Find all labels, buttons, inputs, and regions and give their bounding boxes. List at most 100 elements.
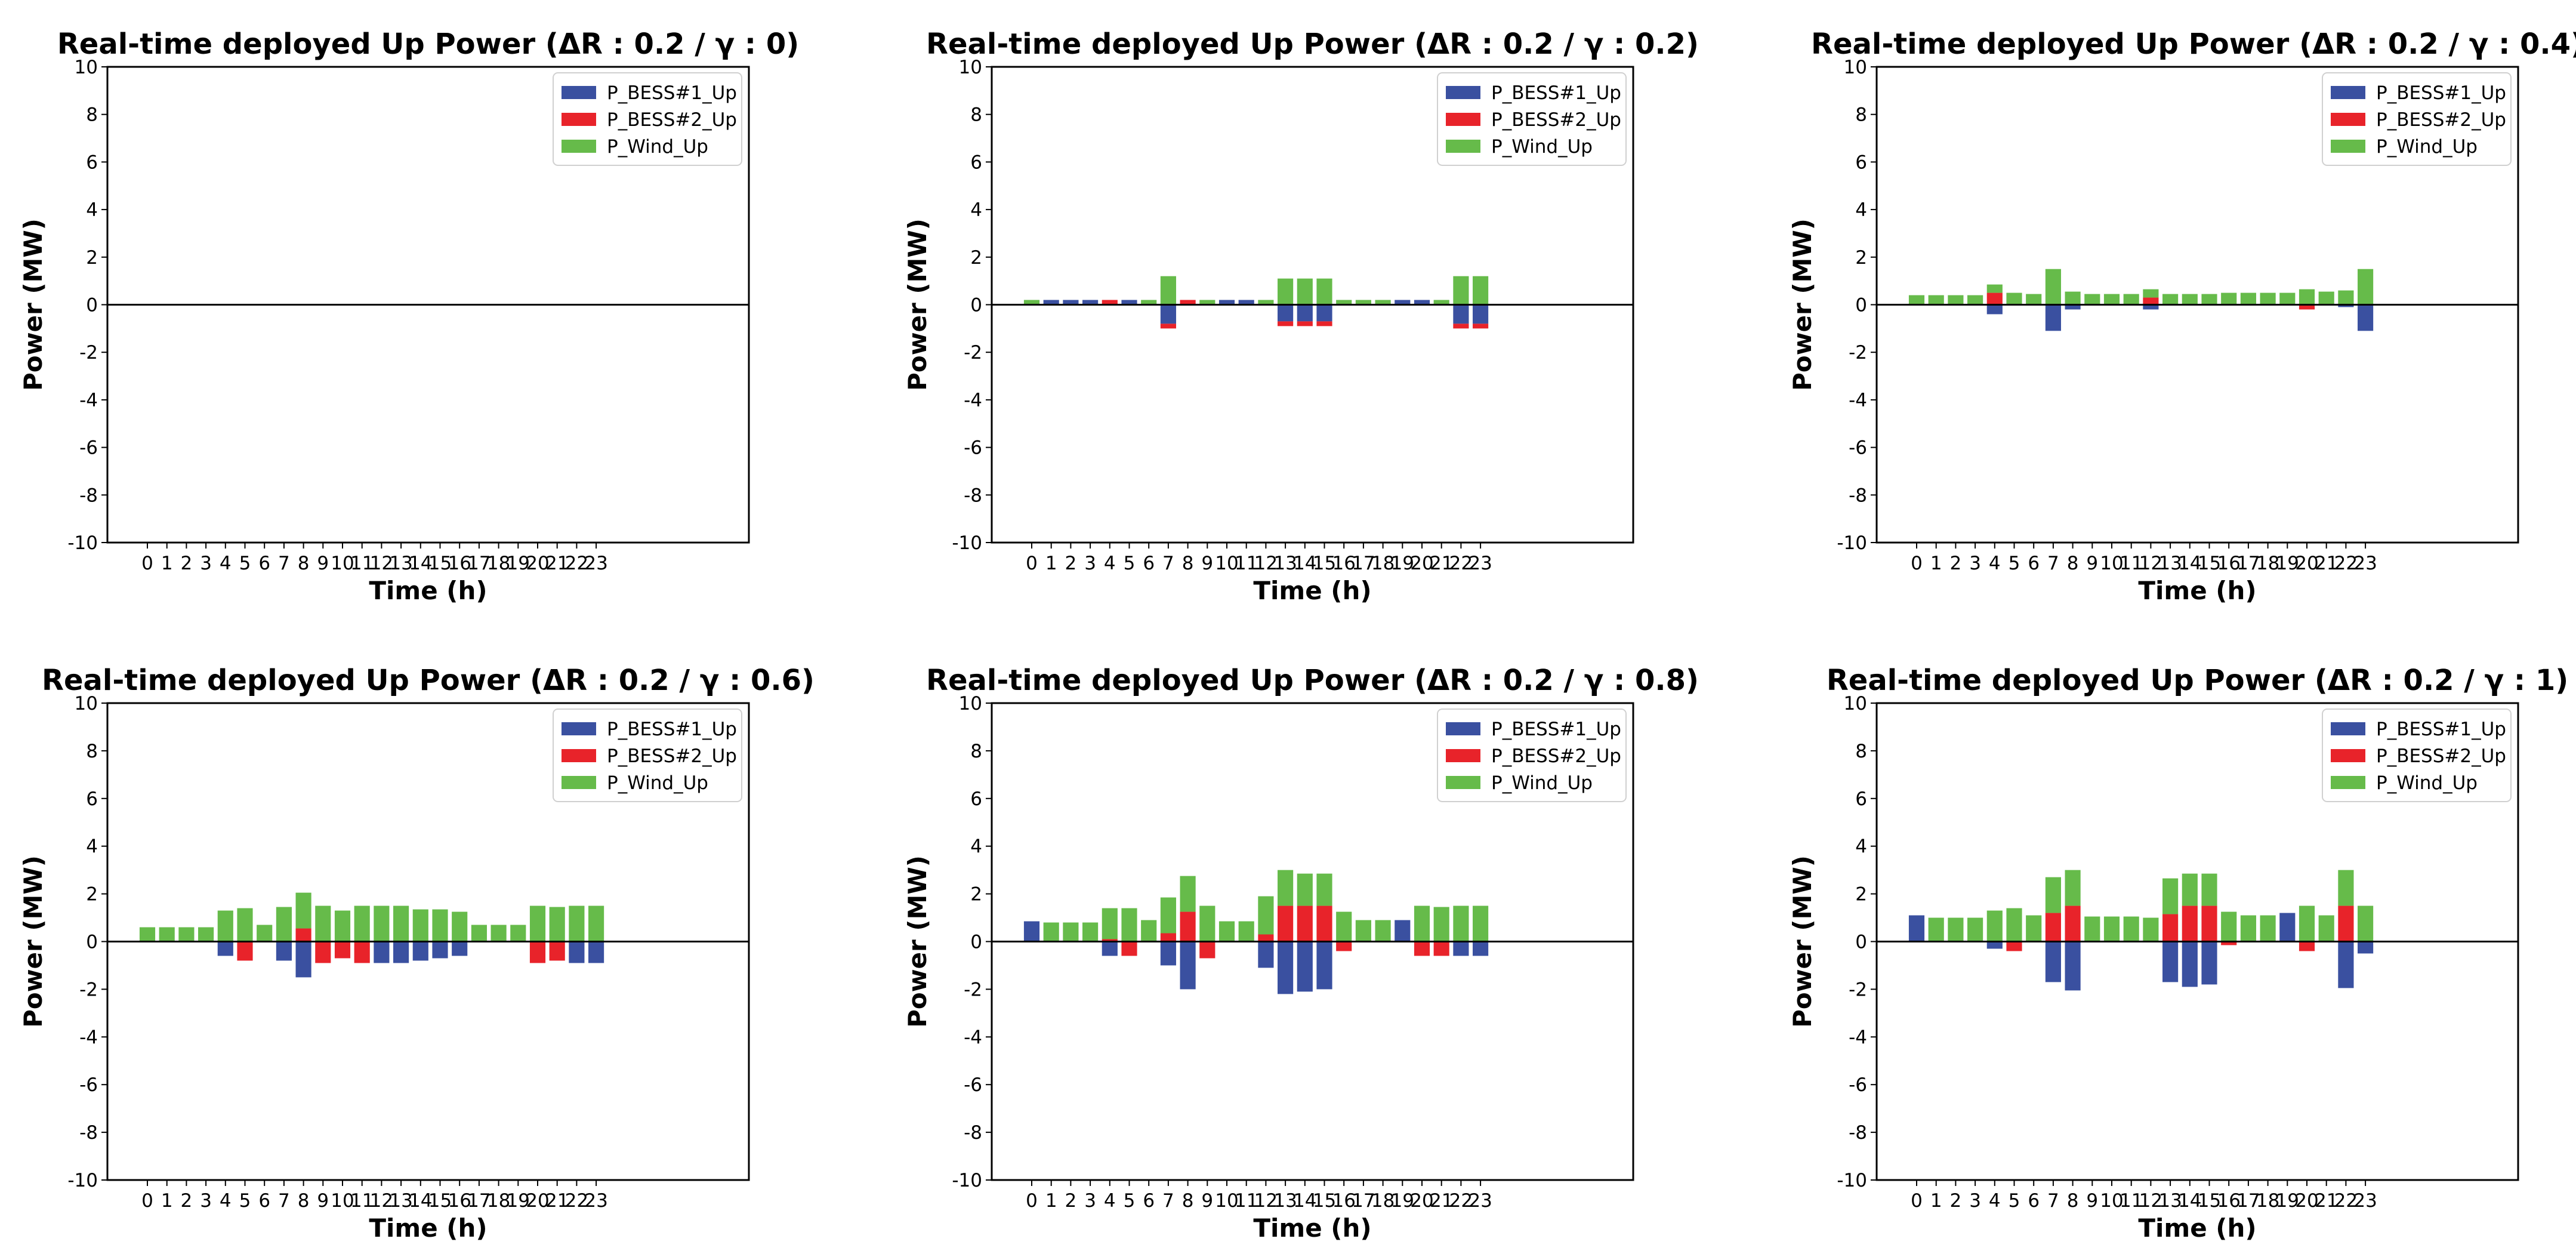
bar-bess2 <box>2299 304 2315 310</box>
bar-wind <box>432 909 448 942</box>
y-axis-label: Power (MW) <box>18 855 48 1028</box>
bar-bess1 <box>452 941 468 956</box>
x-tick-label: 21 <box>1430 1190 1453 1212</box>
bar-bess1 <box>1121 300 1137 305</box>
bar-wind <box>1355 920 1371 942</box>
x-tick-label: 9 <box>317 1190 329 1212</box>
x-tick-label: 20 <box>526 1190 549 1212</box>
x-tick-label: 19 <box>2276 1190 2299 1212</box>
bar-bess2 <box>295 928 311 942</box>
bar-bess1 <box>2045 941 2061 982</box>
x-tick-label: 3 <box>1969 553 1981 574</box>
legend-label: P_BESS#2_Up <box>2376 109 2506 131</box>
legend-box <box>2322 72 2512 166</box>
legend-swatch-wind <box>562 140 596 153</box>
x-tick-label: 0 <box>141 1190 153 1212</box>
bar-wind <box>1121 908 1137 942</box>
x-tick-label: 0 <box>1911 1190 1923 1212</box>
bar-wind <box>1967 295 1983 305</box>
x-tick-label: 5 <box>2009 553 2020 574</box>
x-tick-label: 20 <box>2295 553 2318 574</box>
y-tick-label: -2 <box>79 979 98 1000</box>
bar-bess2 <box>1102 939 1118 942</box>
chart-title: Real-time deployed Up Power (ΔR : 0.2 / … <box>926 27 1699 61</box>
legend-swatch-wind <box>2331 776 2365 789</box>
x-tick-label: 14 <box>409 1190 432 1212</box>
bar-wind <box>1948 295 1964 305</box>
bar-bess1 <box>1297 941 1313 992</box>
bar-bess1 <box>2358 941 2374 954</box>
x-tick-label: 4 <box>1989 1190 2001 1212</box>
x-tick-label: 4 <box>1989 553 2001 574</box>
x-tick-label: 18 <box>487 1190 510 1212</box>
x-tick-label: 10 <box>2100 553 2123 574</box>
y-tick-label: 10 <box>959 57 982 78</box>
y-tick-label: -2 <box>1849 979 1867 1000</box>
legend-swatch-bess2 <box>562 749 596 762</box>
bar-wind <box>2162 294 2179 305</box>
bar-bess1 <box>1986 941 2003 949</box>
x-tick-label: 16 <box>2217 1190 2240 1212</box>
x-tick-label: 17 <box>467 1190 490 1212</box>
x-tick-label: 15 <box>2198 553 2221 574</box>
x-tick-label: 16 <box>2217 553 2240 574</box>
bar-wind <box>1141 920 1157 942</box>
bar-bess1 <box>1258 941 1274 968</box>
y-tick-label: 8 <box>86 741 98 762</box>
chart-title: Real-time deployed Up Power (ΔR : 0.2 / … <box>1827 664 2568 697</box>
bar-wind <box>198 927 214 942</box>
bar-wind <box>354 905 370 942</box>
bar-bess1 <box>1395 300 1411 305</box>
x-tick-label: 8 <box>298 1190 310 1212</box>
bar-bess2 <box>1297 321 1313 326</box>
x-tick-label: 18 <box>487 553 510 574</box>
y-tick-label: 0 <box>1855 295 1867 316</box>
bar-wind <box>490 925 507 942</box>
bar-wind <box>1453 905 1469 942</box>
x-tick-label: 23 <box>1469 1190 1492 1212</box>
y-tick-label: 4 <box>1855 836 1867 858</box>
legend-box <box>1437 708 1627 802</box>
legend-label: P_BESS#1_Up <box>2376 82 2506 104</box>
x-tick-label: 3 <box>200 553 212 574</box>
bar-wind <box>2065 291 2081 305</box>
x-tick-label: 9 <box>2086 1190 2098 1212</box>
x-tick-label: 4 <box>1104 1190 1116 1212</box>
x-tick-label: 21 <box>1430 553 1453 574</box>
x-axis-label: Time (h) <box>369 576 487 605</box>
x-tick-label: 7 <box>1162 1190 1174 1212</box>
x-tick-label: 11 <box>2120 1190 2143 1212</box>
bar-wind <box>588 905 604 942</box>
y-tick-label: -6 <box>964 438 982 459</box>
x-tick-label: 14 <box>2178 1190 2201 1212</box>
bar-wind <box>2006 908 2022 942</box>
chart-title: Real-time deployed Up Power (ΔR : 0.2 / … <box>57 27 799 61</box>
bar-bess1 <box>2338 941 2354 988</box>
x-tick-label: 2 <box>1065 553 1077 574</box>
bar-wind <box>2260 292 2276 305</box>
y-tick-label: 10 <box>75 693 98 714</box>
legend-swatch-bess1 <box>2331 86 2365 99</box>
bar-wind <box>1297 873 1313 906</box>
bar-bess1 <box>1160 941 1176 966</box>
x-tick-label: 13 <box>1273 1190 1297 1212</box>
bar-wind <box>2084 294 2100 305</box>
bar-bess1 <box>2065 941 2081 991</box>
bar-wind <box>2318 291 2334 305</box>
y-tick-label: 2 <box>970 247 982 269</box>
x-tick-label: 17 <box>2236 553 2260 574</box>
bar-wind <box>2358 905 2374 942</box>
bar-bess1 <box>393 941 409 963</box>
chart-panel: Real-time deployed Up Power (ΔR : 0.2 / … <box>18 664 815 1243</box>
bar-wind <box>1986 910 2003 942</box>
x-tick-label: 2 <box>1950 1190 1962 1212</box>
x-tick-label: 16 <box>1332 553 1355 574</box>
x-tick-label: 10 <box>331 1190 354 1212</box>
bar-wind <box>1102 908 1118 939</box>
y-tick-label: -8 <box>964 1122 982 1144</box>
y-tick-label: -8 <box>79 485 98 506</box>
legend-box <box>553 708 742 802</box>
y-tick-label: -4 <box>1849 390 1867 411</box>
bar-wind <box>1258 300 1274 305</box>
x-tick-label: 19 <box>507 1190 530 1212</box>
